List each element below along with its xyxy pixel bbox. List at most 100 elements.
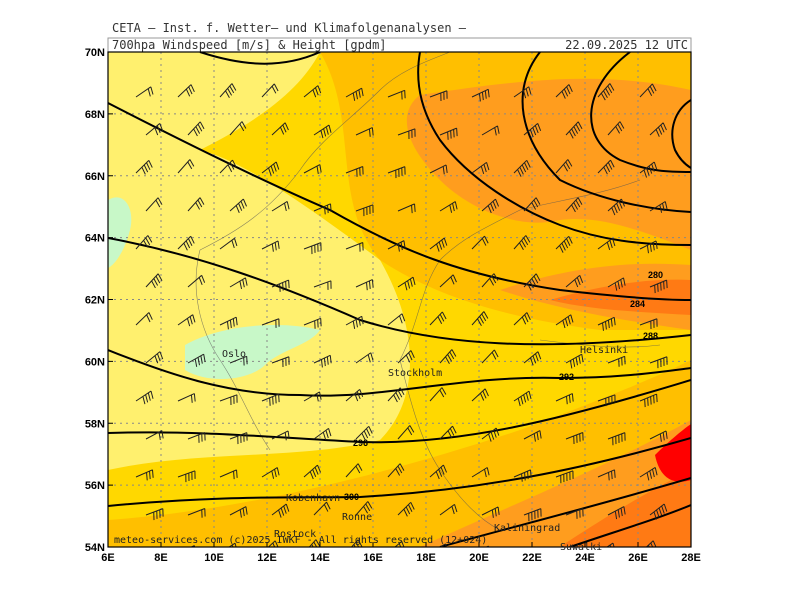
wind-barb: [565, 508, 584, 519]
wind-barb: [513, 390, 532, 407]
city-label: Oslo: [222, 349, 246, 360]
wind-barb: [471, 235, 489, 250]
wind-barb: [649, 201, 668, 213]
wind-barb: [308, 539, 321, 547]
lat-label: 66N: [85, 171, 105, 183]
wind-barb: [145, 351, 164, 364]
wind-barb: [387, 387, 405, 403]
wind-barb: [513, 159, 531, 177]
wind-barb: [229, 432, 248, 445]
wind-barb: [345, 315, 364, 329]
wind-barb: [481, 506, 500, 518]
wind-barb: [555, 235, 573, 253]
wind-barb: [313, 203, 332, 215]
wind-barb: [229, 355, 248, 366]
wind-barb: [387, 463, 405, 478]
wind-barb: [177, 159, 195, 174]
wind-barb: [229, 506, 248, 518]
wind-barb: [394, 540, 405, 547]
field-orange: [407, 78, 691, 547]
wind-barb: [523, 273, 541, 291]
wind-barb: [387, 313, 406, 326]
wind-barb: [135, 86, 154, 98]
wind-barb: [639, 161, 658, 178]
wind-barb: [565, 197, 583, 213]
wind-barb: [177, 393, 196, 403]
lon-label: 14E: [310, 552, 330, 564]
wind-barb: [313, 280, 332, 290]
wind-barb: [565, 432, 584, 445]
city-label: Helsinki: [580, 345, 628, 356]
wind-barb: [649, 122, 667, 137]
lat-label: 60N: [85, 356, 105, 368]
wind-barb: [639, 83, 657, 98]
wind-barb: [481, 198, 500, 214]
wind-barb: [607, 355, 626, 367]
wind-barb: [387, 240, 406, 252]
wind-barb: [429, 164, 448, 175]
wind-barb: [345, 87, 364, 101]
wind-barb: [555, 393, 574, 405]
wind-barb: [313, 124, 332, 139]
wind-barb: [271, 201, 290, 212]
wind-barb: [387, 89, 406, 100]
field-red: [655, 424, 691, 482]
wind-barb: [649, 356, 668, 369]
wind-barb: [523, 508, 542, 522]
contour-label: 284: [630, 299, 645, 309]
wind-barb: [187, 353, 206, 367]
wind-barb: [219, 83, 237, 99]
wind-barb: [229, 198, 248, 214]
lon-label: 6E: [101, 552, 114, 564]
wind-barb: [649, 430, 668, 442]
wind-barb: [481, 125, 500, 136]
wind-barb: [219, 237, 238, 250]
wind-barb: [313, 354, 332, 368]
wind-barb: [513, 312, 531, 326]
wind-barb: [135, 312, 153, 326]
wind-barb: [271, 356, 290, 368]
wind-barb: [597, 83, 615, 101]
wind-barb: [639, 240, 658, 254]
wind-barb: [303, 317, 322, 329]
lon-label: 28E: [681, 552, 701, 564]
wind-barb: [350, 539, 363, 547]
wind-barb: [523, 123, 542, 138]
map-field: [108, 52, 691, 547]
wind-barb: [145, 430, 164, 441]
wind-barb: [177, 235, 195, 251]
wind-barb: [303, 85, 322, 98]
lon-label: 20E: [469, 552, 489, 564]
wind-barb: [439, 274, 457, 288]
wind-barb: [555, 159, 573, 174]
wind-barb: [597, 316, 616, 331]
wind-barb: [471, 467, 490, 478]
wind-barb: [261, 240, 280, 252]
wind-barb: [607, 198, 626, 216]
lon-label: 8E: [154, 552, 167, 564]
wind-barb: [187, 197, 205, 212]
wind-barb: [303, 164, 322, 175]
wind-barb: [261, 467, 280, 479]
wind-barb: [345, 463, 363, 478]
field-green: [108, 197, 132, 268]
wind-barb: [355, 204, 374, 217]
wind-barb: [397, 128, 416, 140]
wind-barb: [481, 427, 500, 442]
wind-barb: [639, 467, 658, 481]
wind-barb: [523, 197, 541, 212]
wind-barb: [345, 242, 364, 252]
lat-label: 56N: [85, 480, 105, 492]
wind-barb: [355, 352, 374, 364]
wind-barb: [219, 469, 238, 480]
wind-barb: [481, 273, 499, 288]
city-label: Kobenhavn: [286, 493, 340, 504]
wind-barb: [639, 393, 658, 408]
wind-barb: [187, 121, 205, 137]
wind-barb: [607, 432, 626, 446]
wind-barb: [187, 508, 206, 518]
footer: meteo-services.com (c)2025 IWKF - All ri…: [114, 535, 487, 546]
coastline: [195, 52, 661, 531]
wind-barb: [513, 469, 532, 482]
